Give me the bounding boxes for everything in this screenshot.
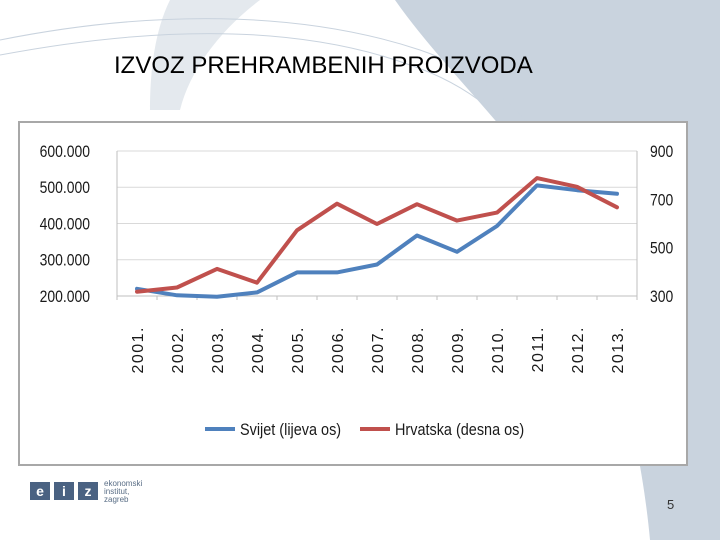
y-left-tick-label: 500.000 [40,179,91,198]
x-tick-label: 2005. [290,326,307,374]
y-left-tick-label: 200.000 [40,288,91,307]
y-right-tick-label: 900 [650,143,674,162]
legend-label: Hrvatska (desna os) [395,421,524,439]
x-tick-label: 2006. [330,326,347,374]
logo-letter-i: i [62,483,66,499]
logo-text: ekonomski institut, zagreb [104,480,142,504]
x-tick-label: 2013. [610,326,627,374]
logo-letter-e: e [36,483,44,499]
x-tick-label: 2010. [490,326,507,374]
x-tick-label: 2007. [370,326,387,374]
chart-frame: 200.000 300.000 400.000 500.000 600.000 300 50… [18,121,688,466]
y-right-tick-label: 300 [650,288,674,307]
x-tick-label: 2001. [130,326,147,374]
x-tick-label: 2002. [170,326,187,374]
eiz-logo: e i z [30,482,98,500]
line-chart: 200.000 300.000 400.000 500.000 600.000 300 50… [40,143,674,440]
series-line [135,183,619,299]
x-tick-label: 2011. [530,326,547,372]
legend-label: Svijet (lijeva os) [240,421,341,439]
slide-title: IZVOZ PREHRAMBENIH PROIZVODA [114,52,533,79]
y-left-tick-label: 600.000 [40,143,91,162]
x-tick-label: 2009. [450,326,467,374]
y-right-tick-label: 500 [650,239,674,258]
logo-letter-z: z [85,483,92,499]
page-number: 5 [667,497,675,512]
x-tick-label: 2004. [250,326,267,374]
x-tick-label: 2012. [570,326,587,374]
logo-line: institut, [104,487,130,496]
x-tick-label: 2003. [210,326,227,374]
logo-line: ekonomski [104,479,143,488]
y-left-tick-label: 400.000 [40,215,91,234]
y-right-tick-label: 700 [650,191,674,210]
x-tick-label: 2008. [410,326,427,374]
logo-line: zagreb [104,495,129,504]
y-left-tick-label: 300.000 [40,252,91,271]
series-line [135,176,619,294]
